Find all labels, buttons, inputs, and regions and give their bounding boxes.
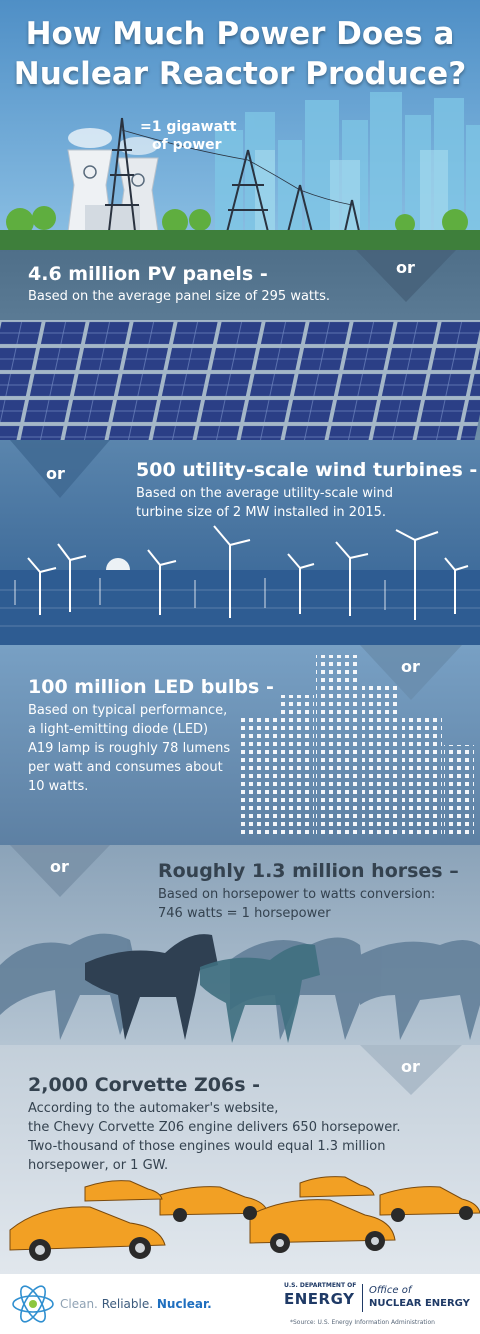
corvettes-illustration bbox=[9, 1045, 480, 1261]
horses-heading: Roughly 1.3 million horses – bbox=[158, 860, 459, 882]
or-label-3: or bbox=[401, 657, 420, 676]
gigawatt-label: =1 gigawatt of power bbox=[140, 118, 236, 154]
wind-section: or 500 utility-scale wind turbines - Bas… bbox=[0, 440, 480, 645]
footer: Clean. Reliable. Nuclear. U.S. DEPARTMEN… bbox=[0, 1274, 480, 1334]
corvette-line-3: Two-thousand of those engines would equa… bbox=[28, 1139, 386, 1154]
led-description: Based on typical performance, a light-em… bbox=[28, 701, 230, 796]
down-arrow-1 bbox=[356, 250, 456, 302]
down-arrow-4 bbox=[10, 845, 110, 897]
power-city-illustration bbox=[0, 92, 480, 250]
down-arrow-3 bbox=[360, 645, 462, 700]
pv-description: Based on the average panel size of 295 w… bbox=[28, 287, 330, 306]
atom-logo-icon bbox=[12, 1285, 54, 1323]
down-arrow-2 bbox=[10, 440, 110, 498]
office-line-2: NUCLEAR ENERGY bbox=[369, 1298, 470, 1309]
corvette-line-1: According to the automaker's website, bbox=[28, 1101, 279, 1116]
led-line-1: Based on typical performance, bbox=[28, 703, 228, 718]
or-label-5: or bbox=[401, 1057, 420, 1076]
wind-description: Based on the average utility-scale wind … bbox=[136, 484, 393, 522]
page-title: How Much Power Does a Nuclear Reactor Pr… bbox=[0, 14, 480, 94]
doe-energy-text: ENERGY bbox=[284, 1290, 355, 1308]
led-line-5: 10 watts. bbox=[28, 779, 89, 794]
gigawatt-line-1: =1 gigawatt bbox=[140, 119, 237, 135]
pv-section: 4.6 million PV panels - Based on the ave… bbox=[0, 250, 480, 440]
horses-illustration bbox=[0, 845, 480, 1043]
solar-panels-illustration bbox=[0, 250, 480, 440]
corvette-line-4: horsepower, or 1 GW. bbox=[28, 1158, 169, 1173]
wind-line-1: Based on the average utility-scale wind bbox=[136, 486, 393, 501]
led-line-2: a light-emitting diode (LED) bbox=[28, 722, 209, 737]
doe-divider bbox=[362, 1284, 363, 1312]
tagline-nuclear: Nuclear. bbox=[156, 1297, 212, 1311]
tagline: Clean. Reliable. Nuclear. bbox=[60, 1297, 212, 1311]
led-heading: 100 million LED bulbs - bbox=[28, 676, 274, 698]
tagline-reliable: Reliable. bbox=[101, 1297, 154, 1311]
down-arrow-5 bbox=[360, 1045, 462, 1095]
pv-heading: 4.6 million PV panels - bbox=[28, 263, 268, 285]
doe-small-text: U.S. DEPARTMENT OF bbox=[284, 1282, 357, 1289]
wind-line-2: turbine size of 2 MW installed in 2015. bbox=[136, 505, 387, 520]
led-line-3: A19 lamp is roughly 78 lumens bbox=[28, 741, 231, 756]
hero-section: How Much Power Does a Nuclear Reactor Pr… bbox=[0, 0, 480, 250]
wind-heading: 500 utility-scale wind turbines - bbox=[136, 459, 478, 481]
horses-line-1: Based on horsepower to watts conversion: bbox=[158, 887, 436, 902]
gigawatt-line-2: of power bbox=[152, 137, 222, 153]
source-note: *Source: U.S. Energy Information Adminis… bbox=[290, 1319, 435, 1326]
office-line-1: Office of bbox=[369, 1285, 412, 1296]
tagline-clean: Clean. bbox=[60, 1297, 98, 1311]
corvette-description: According to the automaker's website, th… bbox=[28, 1099, 401, 1175]
horses-line-2: 746 watts = 1 horsepower bbox=[158, 906, 331, 921]
wind-turbines-illustration bbox=[0, 440, 480, 645]
or-label-2: or bbox=[46, 464, 65, 483]
horses-description: Based on horsepower to watts conversion:… bbox=[158, 885, 435, 923]
or-label-4: or bbox=[50, 857, 69, 876]
office-logo: Office of NUCLEAR ENERGY bbox=[369, 1284, 470, 1311]
or-label-1: or bbox=[396, 258, 415, 277]
led-section: or 100 million LED bulbs - Based on typi… bbox=[0, 645, 480, 845]
pv-line-1: Based on the average panel size of 295 w… bbox=[28, 289, 331, 304]
title-line-1: How Much Power Does a bbox=[25, 16, 455, 52]
corvette-heading: 2,000 Corvette Z06s - bbox=[28, 1074, 261, 1096]
corvette-line-2: the Chevy Corvette Z06 engine delivers 6… bbox=[28, 1120, 401, 1135]
title-line-2: Nuclear Reactor Produce? bbox=[13, 56, 467, 92]
doe-logo: U.S. DEPARTMENT OF ENERGY bbox=[284, 1282, 356, 1308]
horses-section: or Roughly 1.3 million horses – Based on… bbox=[0, 845, 480, 1045]
corvette-section: or 2,000 Corvette Z06s - According to th… bbox=[0, 1045, 480, 1274]
lit-city-illustration bbox=[238, 645, 474, 835]
led-line-4: per watt and consumes about bbox=[28, 760, 223, 775]
